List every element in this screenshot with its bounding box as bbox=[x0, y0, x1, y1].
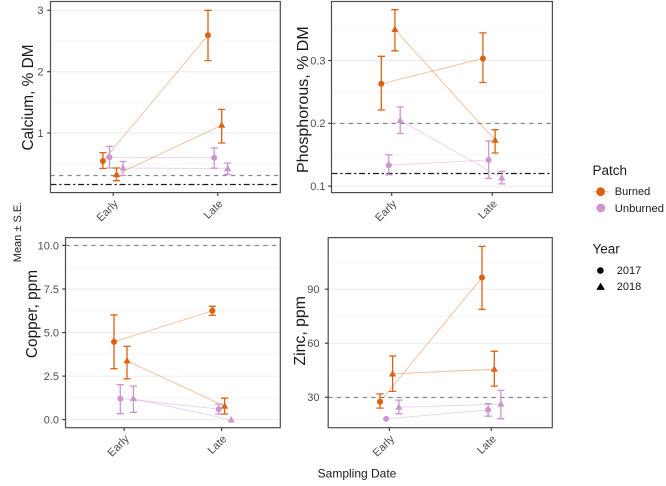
svg-text:Calcium, % DM: Calcium, % DM bbox=[20, 44, 37, 150]
svg-text:2018: 2018 bbox=[617, 281, 641, 293]
svg-text:2: 2 bbox=[37, 67, 43, 79]
svg-text:7.5: 7.5 bbox=[44, 284, 59, 296]
svg-text:0.2: 0.2 bbox=[310, 118, 325, 130]
svg-text:Year: Year bbox=[593, 242, 621, 257]
svg-text:2017: 2017 bbox=[617, 265, 641, 277]
svg-text:Zinc, ppm: Zinc, ppm bbox=[292, 296, 309, 365]
svg-text:Sampling Date: Sampling Date bbox=[318, 467, 397, 481]
svg-text:Phosphorous, % DM: Phosphorous, % DM bbox=[295, 26, 312, 173]
svg-text:90: 90 bbox=[307, 284, 319, 296]
svg-text:0.3: 0.3 bbox=[310, 55, 325, 67]
svg-text:Patch: Patch bbox=[593, 163, 628, 178]
svg-text:30: 30 bbox=[307, 392, 319, 404]
svg-text:Mean ± S.E.: Mean ± S.E. bbox=[12, 202, 24, 262]
svg-text:2.5: 2.5 bbox=[44, 371, 59, 383]
svg-text:10.0: 10.0 bbox=[38, 240, 59, 252]
svg-text:1: 1 bbox=[37, 128, 43, 140]
svg-text:Copper, ppm: Copper, ppm bbox=[24, 270, 41, 358]
svg-text:0.0: 0.0 bbox=[44, 415, 59, 427]
svg-text:3: 3 bbox=[37, 5, 43, 17]
svg-text:60: 60 bbox=[307, 338, 319, 350]
svg-text:0.1: 0.1 bbox=[310, 181, 325, 193]
svg-text:5.0: 5.0 bbox=[44, 328, 59, 340]
svg-text:Burned: Burned bbox=[615, 186, 650, 198]
svg-text:Unburned: Unburned bbox=[615, 203, 664, 215]
